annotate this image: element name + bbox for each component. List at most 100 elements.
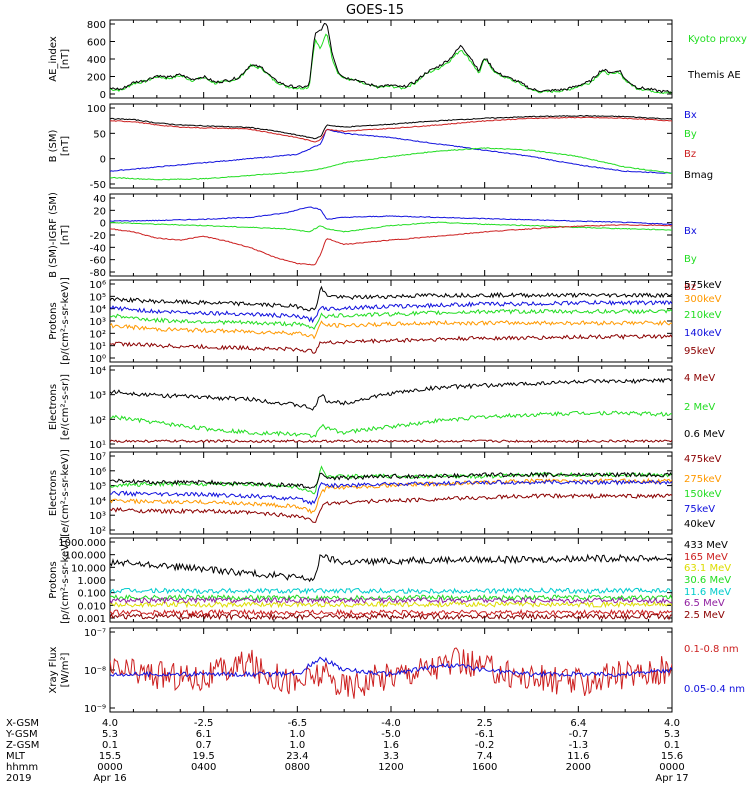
legend-entry: Bz (684, 149, 696, 160)
y-tick-label: 10⁻⁸ (84, 666, 106, 677)
footer-row-label: MLT (6, 751, 26, 762)
y-tick-label: 100 (87, 104, 106, 115)
footer-cell: 0000 (659, 762, 684, 773)
legend-entry: 0.1-0.8 nm (684, 644, 739, 655)
y-tick-label: 0 (100, 155, 106, 166)
series-line-hi_protons-5 (110, 596, 672, 605)
y-tick-label: 10¹ (89, 342, 106, 353)
legend-entry: 4 MeV (684, 373, 715, 384)
footer-cell: -5.0 (381, 729, 401, 740)
footer-cell: 4.0 (664, 718, 680, 729)
y-axis-label: [e/(cm²-s-sr)] (60, 374, 71, 440)
footer-cell: 6.1 (196, 729, 212, 740)
y-tick-label: 10⁻⁹ (84, 704, 106, 715)
footer-row-label: hhmm (6, 762, 38, 773)
y-tick-label: 10⁻⁷ (84, 628, 106, 639)
panel-frame (109, 279, 673, 363)
y-tick-label: 10.000 (71, 563, 106, 574)
series-line-bsm-1 (110, 147, 672, 181)
orbit-footer: X-GSMY-GSMZ-GSMMLThhmm20194.05.30.115.50… (5, 718, 689, 784)
footer-cell: 0.1 (664, 740, 680, 751)
series-line-protons-0 (110, 285, 672, 312)
series-line-hi_protons-6 (110, 612, 672, 621)
legend-entry: 30.6 MeV (684, 575, 731, 586)
legend-entry: Bz (684, 282, 696, 293)
series-line-el_high-1 (110, 410, 672, 438)
footer-cell: 1.6 (383, 740, 399, 751)
y-tick-label: 20 (93, 206, 106, 217)
legend-entry: 0.05-0.4 nm (684, 684, 745, 695)
footer-cell: 1.0 (289, 729, 305, 740)
panel-frame (109, 19, 673, 99)
footer-cell: 3.3 (383, 751, 399, 762)
legend-entry: Bx (684, 226, 697, 237)
series-line-resid-1 (110, 221, 672, 233)
series-line-hi_protons-1 (110, 608, 672, 617)
footer-cell: -0.7 (569, 729, 589, 740)
footer-cell: 15.6 (661, 751, 683, 762)
y-tick-label: -50 (90, 180, 106, 191)
footer-cell: 1.0 (289, 740, 305, 751)
legend-entry: 6.5 MeV (684, 598, 725, 609)
y-tick-label: 0.001 (77, 614, 106, 625)
legend-entry: 140keV (684, 328, 722, 339)
series-line-bsm-0 (110, 128, 672, 174)
panel-frame (109, 103, 673, 189)
y-tick-label: 10⁶ (89, 280, 106, 291)
footer-cell: 7.4 (477, 751, 493, 762)
y-tick-label: 10⁷ (89, 452, 106, 463)
footer-cell: 2.5 (477, 718, 493, 729)
legend-entry: 2 MeV (684, 402, 715, 413)
y-tick-label: 800 (87, 20, 106, 31)
y-axis-label: [p/(cm²-s-sr-keV)] (60, 536, 71, 624)
series-line-el_low-3 (110, 479, 672, 506)
footer-cell: 5.3 (102, 729, 118, 740)
y-tick-label: -20 (90, 231, 106, 242)
y-tick-label: 10⁵ (89, 482, 106, 493)
legend-entry: 0.6 MeV (684, 429, 725, 440)
y-tick-label: 10⁴ (89, 366, 106, 377)
y-tick-label: 40 (93, 194, 106, 205)
y-axis-label: [p/(cm²-s-sr-keV)] (60, 277, 71, 365)
series-line-hi_protons-4 (110, 587, 672, 595)
plot-title: GOES-15 (346, 3, 404, 18)
legend-entry: Bmag (684, 170, 713, 181)
footer-cell: 1200 (378, 762, 403, 773)
footer-cell: -6.1 (475, 729, 495, 740)
y-axis-label: [nT] (60, 49, 71, 69)
y-tick-label: 10³ (89, 391, 106, 402)
y-tick-label: 0 (100, 219, 106, 230)
series-line-protons-2 (110, 308, 672, 330)
y-axis-label: Electrons (48, 384, 59, 430)
y-tick-label: -80 (90, 268, 106, 279)
y-axis-label: [nT] (60, 136, 71, 156)
y-tick-label: -60 (90, 256, 106, 267)
series-line-el_low-4 (110, 471, 672, 489)
y-axis-label: AE_index (48, 36, 59, 82)
series-line-bsm-2 (110, 116, 672, 143)
footer-row-label: X-GSM (6, 718, 39, 729)
panel-el_low: 10⁷ 10⁶ 10⁵ 10⁴ 10³ 10² Electrons [e/(cm²-s-sr-… (48, 449, 722, 537)
footer-cell: 0000 (97, 762, 122, 773)
y-tick-label: -40 (90, 243, 106, 254)
legend-entry: 95keV (684, 346, 715, 357)
y-tick-label: 10² (89, 415, 106, 426)
series-line-el_low-2 (110, 465, 672, 495)
series-line-el_high-0 (110, 439, 672, 444)
legend-entry: 300keV (684, 294, 722, 305)
y-tick-label: 10⁴ (89, 496, 106, 507)
series-line-hi_protons-3 (110, 593, 672, 602)
y-tick-label: 10⁶ (89, 467, 106, 478)
y-axis-label: [e/(cm²-s-sr-keV)] (60, 449, 71, 537)
y-tick-label: 0 (100, 90, 106, 101)
y-tick-label: 1.000 (77, 576, 106, 587)
legend-entry: 40keV (684, 519, 715, 530)
legend-entry: 575keV (684, 280, 722, 291)
footer-cell: -1.3 (569, 740, 589, 751)
y-tick-label: 10³ (89, 511, 106, 522)
footer-cell: Apr 17 (655, 773, 688, 784)
